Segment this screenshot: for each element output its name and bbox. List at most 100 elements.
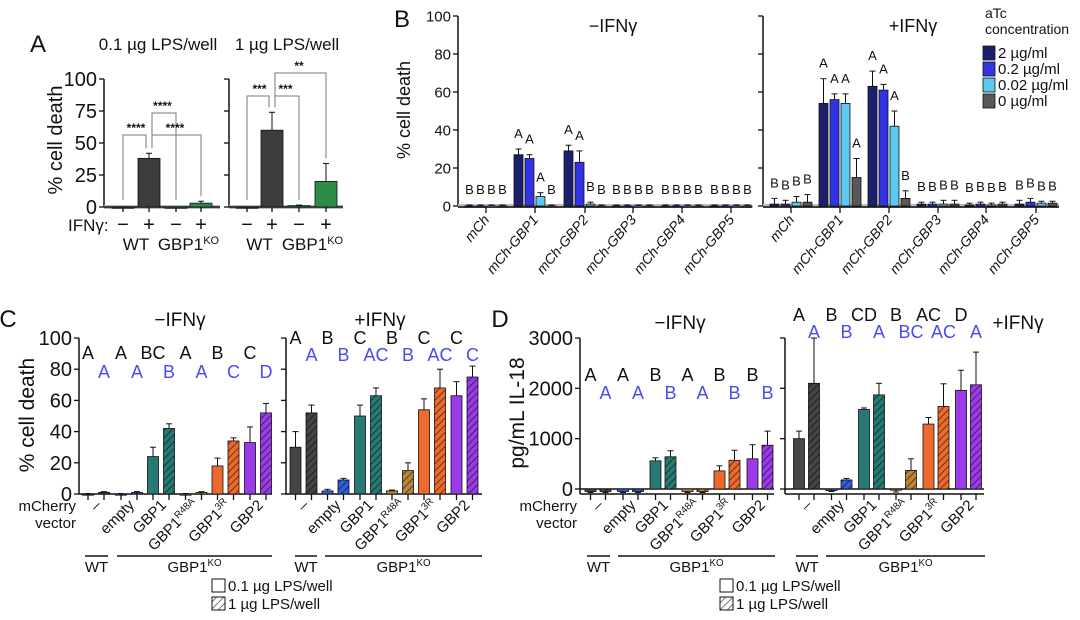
bar — [1025, 201, 1036, 207]
bar — [840, 103, 851, 207]
bar — [321, 490, 334, 495]
significance-letter: B — [803, 172, 812, 187]
bar-hatch — [841, 479, 852, 489]
genotype-label-superscript: KO — [327, 235, 343, 247]
genotype-label-superscript: KO — [203, 235, 219, 247]
bar-hatch — [600, 489, 611, 492]
legend-label: 2 µg/ml — [998, 45, 1048, 62]
subplot-title: +IFNγ — [992, 313, 1044, 334]
bar — [867, 85, 878, 207]
significance-letter: A — [868, 48, 877, 63]
y-tick-label: 0 — [86, 197, 97, 219]
bar — [681, 488, 694, 492]
significance-letter: BC — [140, 343, 165, 363]
bar — [889, 125, 900, 207]
significance-letter: A — [617, 365, 629, 385]
significance-letter: AC — [363, 345, 388, 365]
legend-label: 1 µg LPS/well — [736, 596, 828, 613]
bar — [633, 205, 644, 208]
genotype-label-text: WT — [294, 559, 317, 576]
category-label-text: empty — [303, 496, 344, 537]
bar — [596, 205, 607, 208]
significance-letter: B — [321, 328, 333, 348]
y-tick-label: 50 — [75, 133, 97, 155]
significance-letter: A — [696, 383, 708, 403]
y-tick-label: 2000 — [529, 378, 574, 400]
bar — [574, 161, 585, 207]
legend-swatch — [982, 77, 996, 93]
significance-letter: B — [661, 182, 670, 197]
significance-stars: **** — [153, 99, 172, 113]
bar — [769, 203, 780, 207]
y-tick-label: 100 — [39, 328, 72, 350]
significance-letter: B — [710, 182, 719, 197]
bar — [354, 415, 366, 495]
significance-letter: B — [890, 305, 902, 325]
category-label-text: empty — [598, 496, 639, 537]
y-tick-label: 60 — [50, 390, 72, 412]
subplot: 1 µg LPS/well− + − +WT GBP1KO*** ***** — [224, 35, 344, 254]
bar-hatch — [306, 412, 317, 494]
genotype-label-superscript: KO — [207, 558, 222, 569]
bar — [802, 201, 813, 207]
significance-letter: B — [743, 182, 752, 197]
significance-letter: A — [115, 343, 127, 363]
significance-bracket — [151, 134, 202, 197]
significance-letter: A — [536, 170, 545, 185]
significance-letter: B — [337, 345, 349, 365]
significance-letter: A — [852, 136, 861, 151]
bar — [287, 205, 311, 208]
bar-hatch — [228, 440, 239, 494]
genotype-label: GBP1KO — [282, 235, 344, 254]
significance-letter: B — [728, 383, 740, 403]
bar — [475, 205, 486, 208]
y-tick-label: 0 — [443, 198, 451, 215]
category-label-text: empty — [97, 496, 138, 537]
category-label-text: GBP2 — [227, 497, 267, 537]
bar — [709, 205, 720, 208]
legend-swatch — [982, 45, 996, 61]
bar-hatch — [808, 383, 820, 489]
bar — [793, 438, 805, 490]
significance-letter: B — [976, 179, 985, 194]
significance-letter: B — [1026, 175, 1035, 190]
y-tick-label: 80 — [50, 359, 72, 381]
significance-letter: B — [694, 182, 703, 197]
significance-stars: *** — [278, 82, 292, 96]
significance-letter: A — [98, 362, 110, 382]
genotype-label: GBP1KO — [878, 558, 933, 576]
bar — [563, 150, 574, 207]
bar — [1014, 203, 1025, 207]
significance-letter: B — [211, 343, 223, 363]
significance-letter: B — [732, 182, 741, 197]
category-label: – — [797, 496, 815, 514]
significance-letter: C — [450, 328, 463, 348]
x-axis-label: vector — [35, 515, 76, 532]
genotype-label-text: WT — [85, 559, 108, 576]
significance-letter: CD — [851, 305, 877, 325]
significance-letter: B — [623, 182, 632, 197]
significance-letter: B — [163, 362, 175, 382]
significance-letter: A — [890, 88, 899, 103]
bar — [611, 205, 622, 208]
legend-title: aTc — [985, 5, 1007, 21]
significance-letter: B — [498, 182, 507, 197]
x-axis-label: mCherry — [18, 498, 76, 515]
bar-hatch — [729, 460, 740, 489]
significance-letter: B — [721, 182, 730, 197]
significance-letter: B — [487, 182, 496, 197]
x-axis-label: mCherry — [519, 498, 577, 515]
bar — [927, 203, 938, 207]
significance-letter: B — [825, 305, 837, 325]
significance-letter: A — [514, 126, 523, 141]
y-axis-label: % cell death — [16, 358, 39, 472]
subplot-title: 1 µg LPS/well — [235, 35, 339, 54]
significance-letter: C — [354, 328, 367, 348]
bar — [524, 158, 535, 207]
bar — [546, 205, 557, 208]
significance-letter: AC — [916, 305, 941, 325]
category-label: mCh — [461, 211, 492, 244]
